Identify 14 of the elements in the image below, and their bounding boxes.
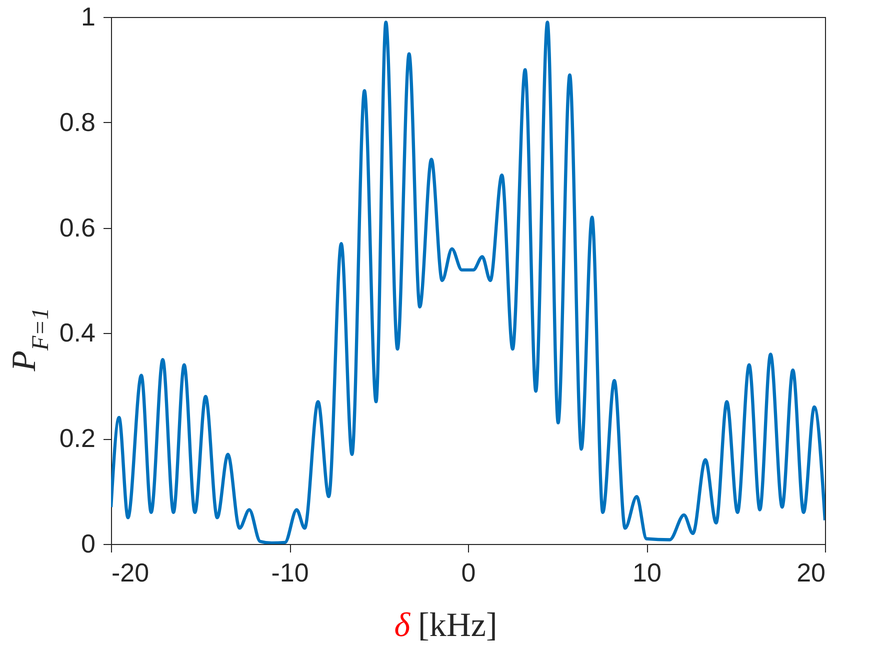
y-tick-label: 1 [81,2,96,32]
x-tick-label: 0 [461,558,476,588]
y-tick-label: 0.8 [59,106,96,137]
y-tick-label: 0 [81,528,96,558]
x-tick-label: -10 [271,558,309,588]
x-tick-label: -20 [112,558,150,588]
x-axis-title: δ [kHz] [394,607,498,644]
y-axis-title: PF=1 [6,308,54,372]
line-series [111,20,825,544]
y-tick-label: 0.2 [59,423,96,454]
x-tick-label: 20 [796,558,826,588]
y-tick-label: 0.4 [59,318,96,348]
x-tick-label: 10 [632,558,662,588]
y-tick-label: 0.6 [59,212,96,242]
